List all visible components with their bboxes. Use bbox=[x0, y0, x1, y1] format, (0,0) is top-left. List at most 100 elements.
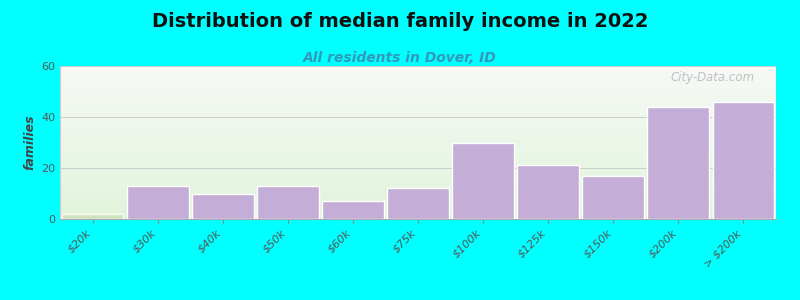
Bar bbox=[60, 130, 776, 131]
Bar bbox=[60, 148, 776, 149]
Bar bbox=[60, 161, 776, 162]
Bar bbox=[60, 208, 776, 209]
Bar bbox=[60, 153, 776, 154]
Text: Distribution of median family income in 2022: Distribution of median family income in … bbox=[152, 12, 648, 31]
Bar bbox=[60, 126, 776, 127]
Bar bbox=[60, 203, 776, 204]
Bar bbox=[60, 199, 776, 200]
Bar bbox=[60, 71, 776, 72]
Bar bbox=[60, 159, 776, 160]
Bar bbox=[60, 202, 776, 203]
Bar bbox=[60, 94, 776, 95]
Bar bbox=[60, 90, 776, 91]
Bar bbox=[60, 178, 776, 179]
Bar bbox=[60, 179, 776, 180]
Bar bbox=[60, 70, 776, 71]
Bar bbox=[60, 206, 776, 207]
Bar bbox=[60, 170, 776, 171]
Bar bbox=[60, 82, 776, 83]
Bar bbox=[60, 138, 776, 139]
Bar bbox=[60, 88, 776, 89]
Bar bbox=[60, 119, 776, 120]
Bar bbox=[60, 93, 776, 94]
Bar bbox=[60, 81, 776, 82]
Bar bbox=[60, 123, 776, 124]
Bar bbox=[452, 142, 514, 219]
Bar bbox=[60, 196, 776, 197]
Bar bbox=[60, 162, 776, 163]
Bar bbox=[60, 105, 776, 106]
Bar bbox=[60, 135, 776, 136]
Bar bbox=[60, 131, 776, 132]
Bar bbox=[60, 136, 776, 137]
Bar bbox=[60, 150, 776, 151]
Bar bbox=[60, 195, 776, 196]
Bar bbox=[60, 66, 776, 67]
Bar bbox=[60, 127, 776, 128]
Bar bbox=[60, 142, 776, 143]
Bar bbox=[60, 194, 776, 195]
Bar bbox=[60, 118, 776, 119]
Bar bbox=[582, 176, 644, 219]
Bar bbox=[60, 97, 776, 98]
Bar bbox=[60, 143, 776, 144]
Bar bbox=[60, 191, 776, 192]
Bar bbox=[60, 85, 776, 86]
Bar bbox=[60, 95, 776, 96]
Bar bbox=[60, 99, 776, 100]
Bar bbox=[60, 104, 776, 105]
Bar bbox=[60, 213, 776, 214]
Bar bbox=[60, 124, 776, 125]
Bar bbox=[60, 96, 776, 97]
Bar bbox=[647, 107, 710, 219]
Bar bbox=[60, 184, 776, 185]
Bar bbox=[60, 214, 776, 215]
Bar bbox=[60, 210, 776, 211]
Bar bbox=[60, 172, 776, 173]
Bar bbox=[60, 200, 776, 201]
Bar bbox=[60, 140, 776, 141]
Bar bbox=[126, 186, 189, 219]
Bar bbox=[60, 204, 776, 205]
Bar bbox=[60, 209, 776, 210]
Bar bbox=[60, 112, 776, 113]
Text: City-Data.com: City-Data.com bbox=[670, 70, 754, 84]
Bar bbox=[60, 114, 776, 115]
Bar bbox=[60, 141, 776, 142]
Bar bbox=[60, 80, 776, 81]
Bar bbox=[60, 175, 776, 176]
Bar bbox=[60, 151, 776, 152]
Bar bbox=[60, 144, 776, 145]
Bar bbox=[60, 120, 776, 121]
Bar bbox=[60, 132, 776, 133]
Bar bbox=[60, 218, 776, 219]
Bar bbox=[322, 201, 384, 219]
Bar bbox=[60, 211, 776, 212]
Bar bbox=[60, 74, 776, 75]
Bar bbox=[60, 205, 776, 206]
Bar bbox=[387, 188, 449, 219]
Bar bbox=[60, 69, 776, 70]
Bar bbox=[60, 76, 776, 77]
Bar bbox=[60, 207, 776, 208]
Bar bbox=[60, 147, 776, 148]
Bar bbox=[60, 180, 776, 181]
Bar bbox=[60, 192, 776, 193]
Bar bbox=[60, 174, 776, 175]
Bar bbox=[60, 182, 776, 183]
Bar bbox=[60, 98, 776, 99]
Bar bbox=[60, 169, 776, 170]
Bar bbox=[60, 92, 776, 93]
Bar bbox=[713, 102, 774, 219]
Bar bbox=[60, 173, 776, 174]
Bar bbox=[60, 168, 776, 169]
Bar bbox=[60, 128, 776, 129]
Bar bbox=[257, 186, 318, 219]
Bar bbox=[60, 189, 776, 190]
Bar bbox=[192, 194, 254, 219]
Bar bbox=[60, 152, 776, 153]
Bar bbox=[60, 133, 776, 134]
Bar bbox=[60, 86, 776, 87]
Bar bbox=[60, 122, 776, 123]
Bar bbox=[60, 181, 776, 182]
